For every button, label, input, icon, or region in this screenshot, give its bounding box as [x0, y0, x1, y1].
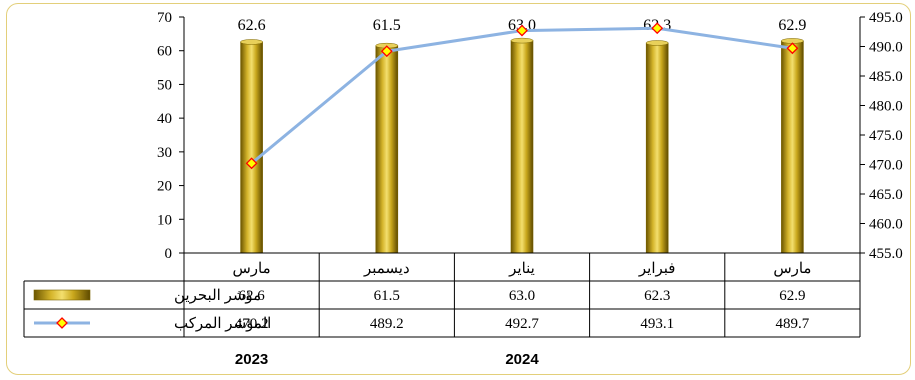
category-label: مارس — [773, 261, 811, 277]
chart-frame — [6, 3, 911, 375]
y-left-tick-label: 60 — [157, 44, 172, 60]
y-left-tick-label: 30 — [157, 145, 172, 161]
bar-cap — [510, 37, 534, 44]
table-cell: 61.5 — [374, 288, 400, 304]
table-cell: 493.1 — [640, 316, 674, 332]
y-left-tick-label: 70 — [157, 10, 172, 26]
table-cell: 470.2 — [235, 316, 269, 332]
bar-data-label: 62.9 — [778, 17, 806, 34]
bar-data-label: 62.6 — [238, 17, 266, 34]
table-cell: 489.7 — [776, 316, 810, 332]
line-point — [380, 45, 393, 58]
y-left-tick-label: 20 — [157, 179, 172, 195]
table-cell: 62.3 — [644, 288, 670, 304]
year-label: 2023 — [235, 351, 268, 368]
y-right-tick-label: 490.0 — [869, 40, 903, 56]
legend-marker — [56, 317, 68, 329]
table-cell: 63.0 — [509, 288, 535, 304]
y-right-tick-label: 460.0 — [869, 217, 903, 233]
y-right-tick-label: 455.0 — [869, 246, 903, 262]
category-label: فبراير — [638, 261, 676, 277]
legend-bar-swatch — [33, 289, 91, 301]
table-cell: 62.6 — [238, 288, 265, 304]
year-label: 2024 — [505, 351, 539, 368]
legend-label: مؤشر البحرين — [174, 288, 261, 304]
category-label: يناير — [508, 261, 535, 277]
bar-data-label: 61.5 — [373, 17, 401, 34]
bar — [375, 45, 399, 254]
legend-label: المؤشر المركب — [174, 316, 271, 332]
table-cell: 492.7 — [505, 316, 539, 332]
y-right-tick-label: 485.0 — [869, 69, 903, 85]
bar — [781, 40, 804, 254]
line-point — [245, 157, 258, 170]
table-cell: 489.2 — [370, 316, 404, 332]
category-label: ديسمبر — [363, 261, 410, 277]
y-left-tick-label: 10 — [157, 212, 172, 228]
y-left-tick-label: 0 — [165, 246, 173, 262]
y-left-tick-label: 50 — [157, 77, 172, 93]
table-cell: 62.9 — [779, 288, 805, 304]
bar — [240, 41, 263, 254]
bar-cap — [240, 39, 263, 45]
bar — [510, 40, 534, 254]
line-point — [651, 22, 664, 35]
bar — [645, 42, 669, 254]
category-label: مارس — [233, 261, 271, 277]
bar-cap — [645, 40, 669, 46]
y-right-tick-label: 465.0 — [869, 187, 903, 203]
y-right-tick-label: 475.0 — [869, 128, 903, 144]
y-left-tick-label: 40 — [157, 111, 172, 127]
y-right-tick-label: 495.0 — [869, 10, 903, 26]
y-right-tick-label: 480.0 — [869, 99, 903, 115]
line-point — [516, 24, 528, 37]
y-right-tick-label: 470.0 — [869, 158, 903, 174]
line-point — [786, 42, 799, 55]
